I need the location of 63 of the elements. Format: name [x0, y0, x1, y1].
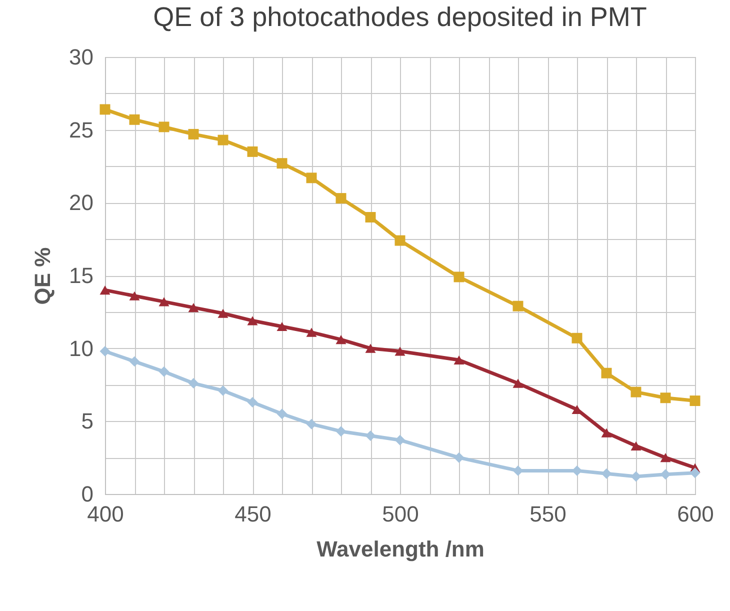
point	[394, 346, 406, 356]
point	[336, 193, 346, 204]
chart-title: QE of 3 photocathodes deposited in PMT	[153, 2, 647, 32]
y-tick-label: 15	[69, 263, 94, 288]
point	[306, 172, 317, 184]
point	[100, 286, 110, 295]
point	[276, 158, 288, 169]
x-axis-title: Wavelength /nm	[316, 536, 484, 562]
point	[100, 104, 110, 115]
point	[601, 368, 612, 378]
x-tick-label: 600	[677, 502, 714, 526]
point	[365, 344, 376, 353]
point	[454, 272, 464, 282]
point	[601, 428, 612, 438]
point	[336, 335, 346, 344]
point	[630, 471, 642, 482]
point	[365, 430, 376, 441]
point	[247, 316, 258, 326]
point	[630, 441, 642, 450]
point	[512, 378, 524, 388]
point	[394, 235, 406, 246]
point	[276, 408, 288, 420]
point	[188, 303, 199, 312]
point	[601, 468, 612, 479]
point	[365, 212, 376, 222]
y-tick-label: 30	[69, 44, 94, 70]
point	[630, 386, 642, 398]
point	[572, 332, 582, 344]
point	[158, 366, 170, 377]
point	[512, 300, 524, 312]
point	[660, 392, 671, 404]
point	[660, 453, 671, 462]
point	[129, 356, 140, 367]
point	[218, 385, 228, 396]
point	[129, 114, 140, 125]
point	[100, 346, 110, 356]
point	[247, 396, 258, 408]
point	[276, 322, 288, 332]
point	[454, 355, 464, 365]
point	[218, 308, 228, 318]
point	[129, 291, 140, 300]
point	[158, 297, 170, 306]
point	[660, 469, 671, 480]
point	[690, 468, 700, 478]
y-tick-label: 20	[69, 190, 94, 216]
y-axis-title: QE %	[30, 247, 56, 305]
point	[218, 134, 228, 146]
point	[690, 396, 700, 406]
point	[454, 452, 464, 463]
point	[158, 122, 170, 132]
y-tick-label: 25	[69, 117, 94, 142]
y-tick-label: 5	[81, 408, 94, 434]
point	[306, 418, 317, 430]
x-tick-label: 550	[530, 502, 566, 526]
x-tick-label: 450	[234, 502, 272, 526]
point	[306, 328, 317, 337]
point	[188, 378, 199, 389]
point	[188, 128, 199, 140]
point	[247, 146, 258, 157]
y-tick-label: 10	[69, 336, 94, 361]
point	[336, 426, 346, 437]
x-tick-label: 500	[382, 502, 419, 526]
point	[394, 434, 406, 446]
